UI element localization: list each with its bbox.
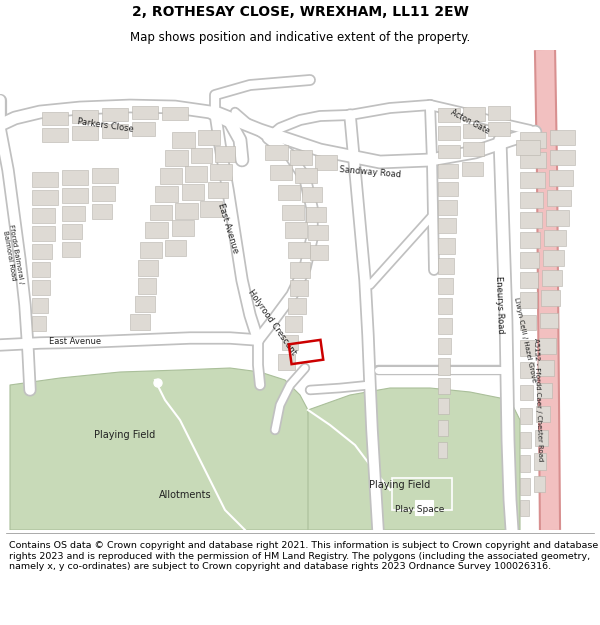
- Bar: [392, 478, 452, 510]
- Text: Allotments: Allotments: [158, 490, 211, 500]
- Bar: [415, 500, 433, 515]
- Text: East Avenue: East Avenue: [49, 338, 101, 346]
- Text: Acton Gate: Acton Gate: [449, 108, 491, 136]
- Text: Eneurys Road: Eneurys Road: [494, 276, 506, 334]
- Text: Playing Field: Playing Field: [94, 430, 155, 440]
- Text: 2, ROTHESAY CLOSE, WREXHAM, LL11 2EW: 2, ROTHESAY CLOSE, WREXHAM, LL11 2EW: [131, 6, 469, 19]
- Circle shape: [154, 379, 162, 387]
- Text: East Avenue: East Avenue: [216, 202, 240, 254]
- Text: Llwyn Celli / Hazel Grove: Llwyn Celli / Hazel Grove: [513, 297, 537, 383]
- Text: Contains OS data © Crown copyright and database right 2021. This information is : Contains OS data © Crown copyright and d…: [9, 541, 598, 571]
- Text: Holyrood Crescent: Holyrood Crescent: [246, 288, 298, 356]
- Bar: [289, 340, 323, 364]
- Text: Parkers Close: Parkers Close: [76, 117, 134, 133]
- Text: Playing Field: Playing Field: [370, 480, 431, 490]
- Text: Ffordd Balmoral /
Balmoral Road: Ffordd Balmoral / Balmoral Road: [2, 224, 25, 286]
- Text: Sandway Road: Sandway Road: [339, 165, 401, 179]
- Text: Map shows position and indicative extent of the property.: Map shows position and indicative extent…: [130, 31, 470, 44]
- Text: A5152 - Ffordd Caer / Chester Road: A5152 - Ffordd Caer / Chester Road: [533, 338, 543, 462]
- Text: Play Space: Play Space: [395, 506, 445, 514]
